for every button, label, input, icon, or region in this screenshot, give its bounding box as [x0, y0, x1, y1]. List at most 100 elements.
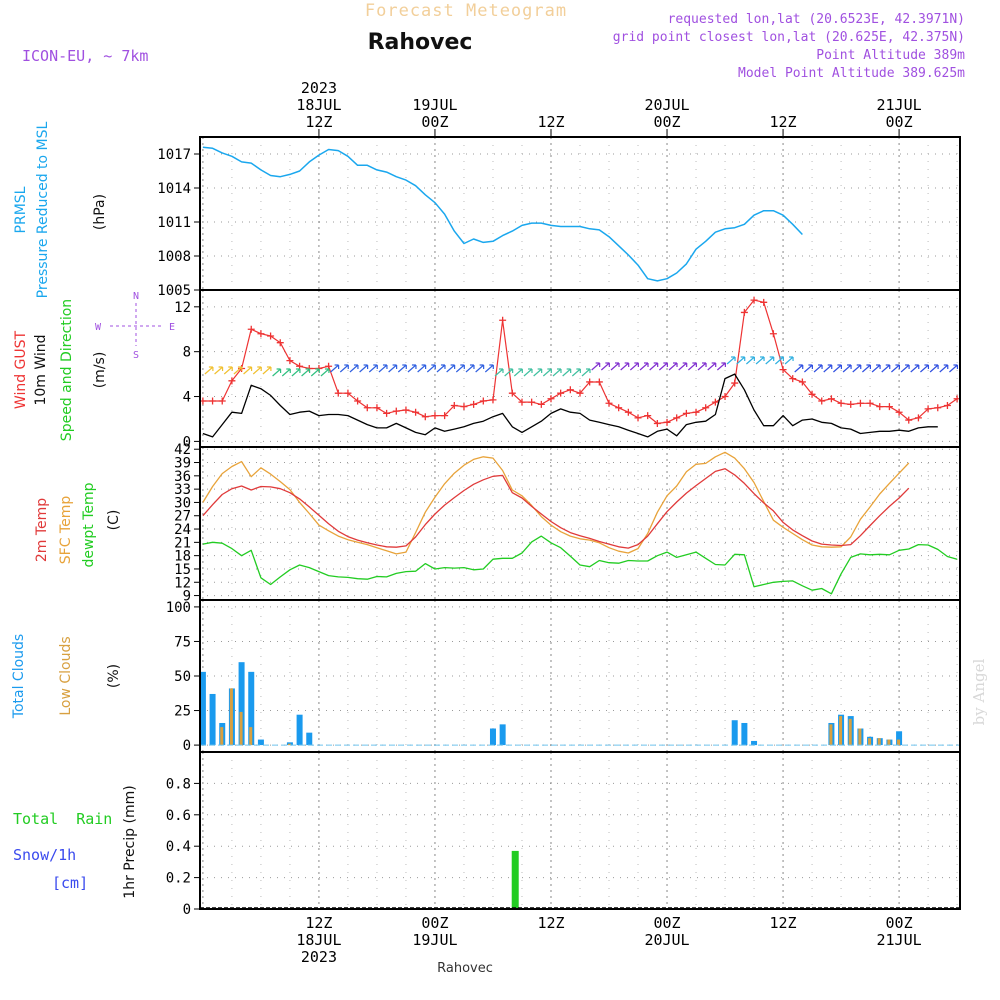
gust-point — [934, 404, 942, 412]
bottom-time-label: 19JUL — [412, 931, 457, 949]
gust-point — [866, 399, 874, 407]
bottom-time-label: 20JUL — [644, 931, 689, 949]
wind-direction-arrow — [862, 364, 872, 373]
wind-direction-arrow — [697, 362, 707, 371]
dewpoint-series — [202, 535, 958, 595]
wind-direction-arrow — [426, 364, 436, 373]
gust-point — [412, 408, 420, 416]
gust-point — [354, 397, 362, 405]
grid-point-coords: grid point closest lon,lat (20.625E, 42.… — [613, 30, 965, 45]
gust-point — [267, 332, 275, 340]
gust-point — [644, 412, 652, 420]
wind-direction-arrow — [504, 368, 514, 377]
gust-point — [721, 393, 729, 401]
gust-point — [779, 366, 787, 374]
total-cloud-bar — [238, 662, 245, 746]
wind-direction-arrow — [533, 368, 543, 377]
top-time-label: 18JUL — [296, 96, 341, 114]
wind-direction-arrow — [707, 362, 717, 371]
wind-direction-arrow — [842, 364, 852, 373]
total-cloud-bar — [296, 714, 303, 746]
low-cloud-bar — [868, 738, 872, 746]
gust-point — [470, 400, 478, 408]
low-cloud-bar — [897, 739, 901, 746]
gust-point — [692, 408, 700, 416]
y-tick-label: 1005 — [157, 283, 191, 299]
wind-direction-arrow — [513, 368, 523, 377]
pressure-series — [202, 146, 803, 282]
wind-direction-arrow — [397, 364, 407, 373]
rain-label: Total Rain — [13, 810, 112, 828]
top-time-label: 2023 — [301, 79, 337, 97]
top-time-label: 21JUL — [877, 96, 922, 114]
wind-direction-arrow — [214, 366, 224, 375]
top-time-label: 19JUL — [412, 96, 457, 114]
total-cloud-bar — [257, 739, 264, 746]
y-tick-label: 1017 — [157, 147, 191, 163]
gust-point — [818, 397, 826, 405]
wind-direction-arrow — [629, 362, 639, 371]
bottom-time-label: 00Z — [421, 914, 448, 932]
wind-direction-arrow — [465, 364, 475, 373]
gust-point — [595, 378, 603, 386]
total-cloud-bar — [741, 722, 748, 746]
gust-point — [209, 397, 217, 405]
wind-direction-arrow — [610, 362, 620, 371]
y-tick-label: 0 — [183, 902, 191, 918]
y-tick-label: 8 — [183, 345, 191, 361]
temp-unit: (C) — [106, 510, 122, 531]
total-cloud-bar — [306, 732, 313, 746]
gust-point — [847, 400, 855, 408]
low-cloud-bar — [839, 716, 843, 746]
sfc-temp-label: SFC Temp — [58, 496, 74, 565]
wind-direction-arrow — [755, 356, 765, 365]
wind-direction-arrow — [620, 362, 630, 371]
wind-direction-arrow — [736, 356, 746, 365]
y-tick-label: 12 — [174, 575, 191, 591]
wind-direction-arrow — [939, 364, 949, 373]
gust-point — [837, 399, 845, 407]
wind-direction-arrow — [910, 364, 920, 373]
snow-unit: [cm] — [52, 874, 88, 892]
total-cloud-bar — [199, 671, 206, 746]
wind-direction-arrow — [871, 364, 881, 373]
gust-point — [895, 408, 903, 416]
gust-point — [557, 389, 565, 397]
top-time-label: 20JUL — [644, 96, 689, 114]
wind-direction-arrow — [475, 364, 485, 373]
wind-direction-arrow — [823, 364, 833, 373]
y-tick-label: 0.6 — [166, 808, 191, 824]
y-tick-label: 39 — [174, 456, 191, 472]
panel-frame-precipitation — [199, 751, 961, 910]
wind-direction-arrow — [436, 364, 446, 373]
total-cloud-bar — [489, 728, 496, 746]
compass-e: E — [169, 322, 175, 333]
wind-direction-arrow — [716, 362, 726, 371]
gust-point — [615, 404, 623, 412]
gust-point — [431, 412, 439, 420]
wind-direction-arrow — [523, 368, 533, 377]
wind-direction-arrow — [658, 362, 668, 371]
dewpt-label: dewpt Temp — [81, 482, 97, 567]
gust-point — [450, 402, 458, 410]
gust-point — [499, 316, 507, 324]
gust-point — [528, 398, 536, 406]
rain-bar — [511, 850, 519, 909]
wind-series — [202, 373, 938, 438]
gust-label: Wind GUST — [13, 330, 29, 409]
wind-direction-arrow — [649, 362, 659, 371]
bottom-time-label: 18JUL — [296, 931, 341, 949]
wind-direction-arrow — [687, 362, 697, 371]
wind-direction-arrow — [330, 364, 340, 373]
y-tick-label: 27 — [174, 509, 191, 525]
wind-direction-arrow — [417, 364, 427, 373]
gust-point — [798, 378, 806, 386]
gust-point — [663, 418, 671, 426]
gust-point — [576, 389, 584, 397]
gust-point — [218, 397, 226, 405]
wind-direction-arrow — [833, 364, 842, 373]
gust-point — [383, 409, 391, 417]
y-tick-label: 9 — [183, 589, 191, 605]
y-tick-label: 0.8 — [166, 776, 191, 792]
wind-direction-arrow — [920, 364, 930, 373]
